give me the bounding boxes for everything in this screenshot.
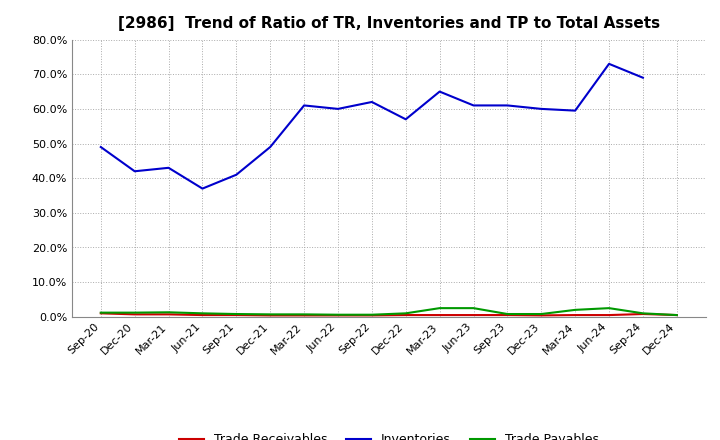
Trade Receivables bbox=[300, 313, 308, 318]
Trade Payables bbox=[232, 312, 240, 317]
Line: Trade Receivables: Trade Receivables bbox=[101, 313, 677, 315]
Trade Receivables bbox=[571, 312, 580, 318]
Inventories bbox=[266, 144, 274, 150]
Trade Receivables bbox=[333, 313, 342, 318]
Trade Receivables bbox=[469, 312, 478, 318]
Trade Receivables bbox=[96, 311, 105, 316]
Inventories bbox=[639, 75, 647, 81]
Trade Receivables bbox=[164, 312, 173, 317]
Trade Payables bbox=[367, 312, 376, 317]
Trade Payables bbox=[436, 305, 444, 311]
Inventories bbox=[198, 186, 207, 191]
Inventories bbox=[503, 103, 512, 108]
Inventories bbox=[300, 103, 308, 108]
Trade Payables bbox=[402, 311, 410, 316]
Inventories bbox=[605, 61, 613, 66]
Inventories bbox=[232, 172, 240, 177]
Trade Payables bbox=[503, 312, 512, 317]
Inventories bbox=[571, 108, 580, 113]
Trade Receivables bbox=[639, 312, 647, 317]
Title: [2986]  Trend of Ratio of TR, Inventories and TP to Total Assets: [2986] Trend of Ratio of TR, Inventories… bbox=[118, 16, 660, 32]
Line: Inventories: Inventories bbox=[101, 64, 643, 189]
Trade Receivables bbox=[130, 312, 139, 317]
Inventories bbox=[402, 117, 410, 122]
Trade Receivables bbox=[367, 313, 376, 318]
Inventories bbox=[96, 144, 105, 150]
Trade Receivables bbox=[605, 312, 613, 318]
Inventories bbox=[537, 106, 546, 111]
Trade Receivables bbox=[198, 312, 207, 318]
Trade Payables bbox=[266, 312, 274, 317]
Trade Payables bbox=[300, 312, 308, 317]
Trade Payables bbox=[469, 305, 478, 311]
Inventories bbox=[367, 99, 376, 105]
Trade Payables bbox=[130, 310, 139, 315]
Trade Payables bbox=[96, 310, 105, 315]
Trade Payables bbox=[672, 312, 681, 318]
Inventories bbox=[130, 169, 139, 174]
Inventories bbox=[164, 165, 173, 170]
Trade Receivables bbox=[537, 313, 546, 318]
Trade Payables bbox=[605, 305, 613, 311]
Trade Payables bbox=[639, 311, 647, 316]
Trade Payables bbox=[164, 310, 173, 315]
Inventories bbox=[333, 106, 342, 111]
Trade Payables bbox=[198, 311, 207, 316]
Trade Payables bbox=[571, 307, 580, 312]
Trade Receivables bbox=[402, 312, 410, 318]
Trade Receivables bbox=[503, 312, 512, 318]
Line: Trade Payables: Trade Payables bbox=[101, 308, 677, 315]
Trade Payables bbox=[537, 312, 546, 317]
Trade Receivables bbox=[436, 312, 444, 318]
Trade Payables bbox=[333, 312, 342, 317]
Trade Receivables bbox=[672, 312, 681, 318]
Inventories bbox=[436, 89, 444, 94]
Trade Receivables bbox=[266, 313, 274, 318]
Trade Receivables bbox=[232, 312, 240, 318]
Inventories bbox=[469, 103, 478, 108]
Legend: Trade Receivables, Inventories, Trade Payables: Trade Receivables, Inventories, Trade Pa… bbox=[174, 429, 604, 440]
